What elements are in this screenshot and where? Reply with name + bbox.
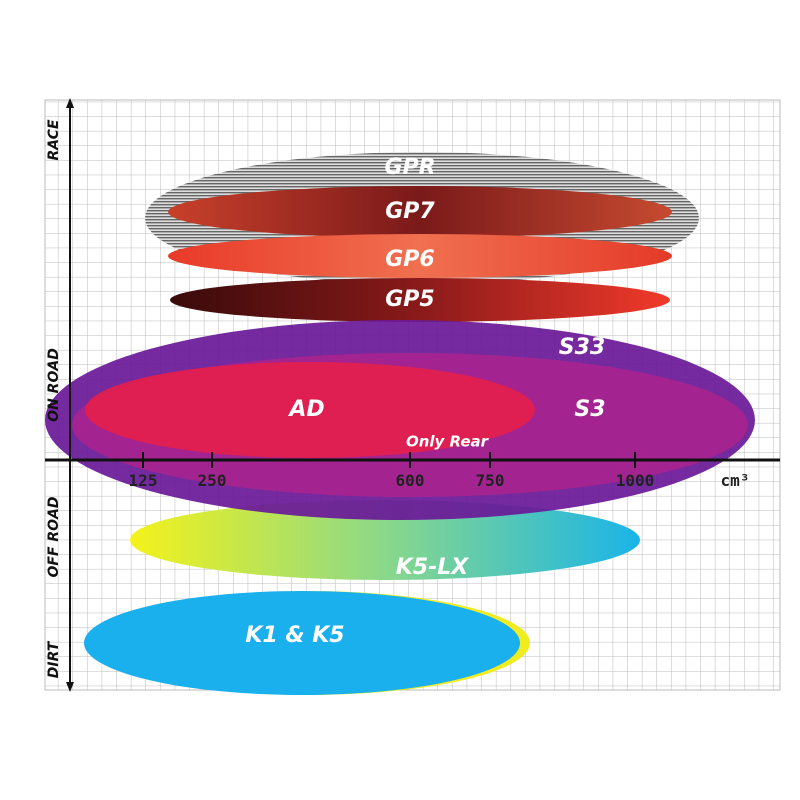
gp7-ellipse (168, 186, 672, 238)
product-label: GP7 (385, 199, 435, 224)
y-label: RACE (46, 119, 62, 160)
product-label: S33 (559, 335, 605, 360)
y-label: ON ROAD (46, 348, 62, 422)
product-label: GP5 (385, 287, 435, 312)
product-label: K1 & K5 (245, 623, 344, 648)
gp5-ellipse (170, 278, 670, 322)
y-label: DIRT (46, 640, 62, 678)
x-tick-label: 750 (476, 471, 505, 490)
product-label: AD (287, 397, 324, 422)
x-unit: cm³ (721, 471, 750, 490)
x-tick-label: 125 (129, 471, 158, 490)
x-tick-label: 1000 (616, 471, 655, 490)
x-tick-marks (142, 452, 636, 468)
product-label: S3 (574, 397, 605, 422)
k5lx-ellipse (130, 500, 640, 580)
gp6-ellipse (168, 234, 672, 278)
x-tick-label: 250 (198, 471, 227, 490)
product-label: K5-LX (396, 555, 470, 580)
x-tick-label: 600 (396, 471, 425, 490)
y-label: OFF ROAD (46, 496, 62, 577)
product-label: GP6 (385, 247, 435, 272)
product-label: Only Rear (406, 433, 490, 451)
ad-ellipse (85, 362, 535, 458)
k1k5-ellipse (84, 591, 520, 695)
product-label: GPR (384, 155, 435, 180)
